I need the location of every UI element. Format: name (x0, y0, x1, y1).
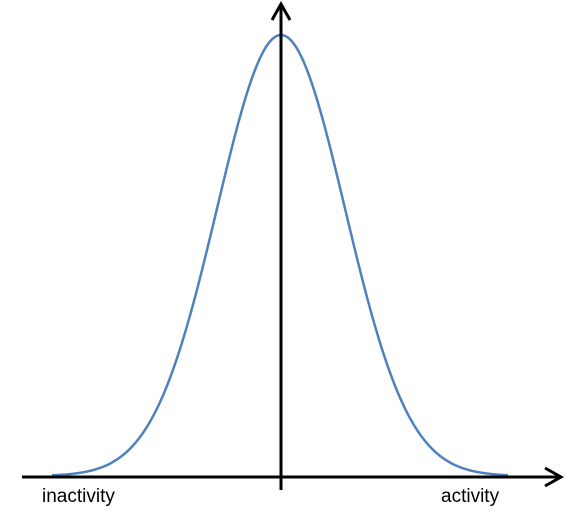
right-label: activity (441, 486, 500, 507)
vertical-arrowhead (270, 0, 292, 21)
horizontal-arrowhead (544, 466, 565, 488)
left-label: inactivity (42, 486, 115, 507)
